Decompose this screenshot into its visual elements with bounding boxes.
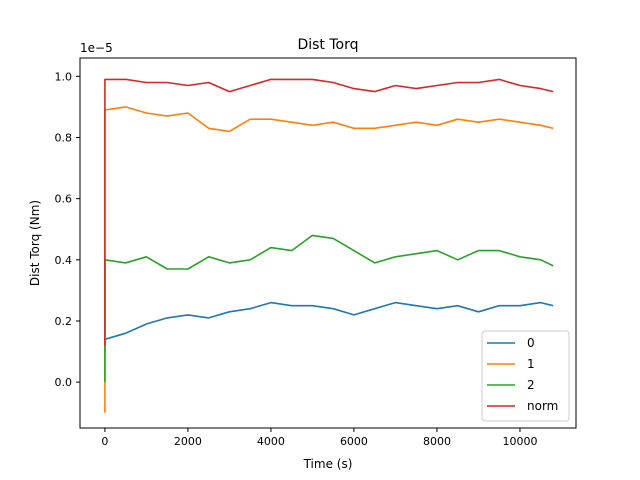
series-line-0 [104, 301, 554, 352]
x-tick-label: 6000 [340, 435, 368, 448]
series-line-2 [104, 234, 554, 383]
y-axis: 0.0 0.2 0.4 0.6 0.8 1.0 [55, 70, 80, 389]
legend: 0 1 2 norm [481, 330, 570, 422]
x-tick-label: 8000 [423, 435, 451, 448]
x-axis: 0 2000 4000 6000 8000 10000 [101, 428, 537, 448]
y-tick-label: 1.0 [55, 70, 73, 83]
x-tick-label: 4000 [257, 435, 285, 448]
legend-label-norm: norm [527, 399, 558, 413]
x-tick-label: 2000 [174, 435, 202, 448]
plot-lines [104, 78, 554, 413]
y-tick-label: 0.2 [55, 315, 73, 328]
y-offset-label: 1e−5 [80, 41, 113, 55]
x-tick-label: 10000 [502, 435, 537, 448]
y-tick-label: 0.4 [55, 254, 73, 267]
legend-label-0: 0 [527, 336, 535, 350]
x-tick-label: 0 [101, 435, 108, 448]
y-axis-label: Dist Torq (Nm) [28, 200, 42, 286]
legend-label-2: 2 [527, 378, 535, 392]
chart-title: Dist Torq [297, 37, 358, 53]
y-tick-label: 0.0 [55, 376, 73, 389]
legend-label-1: 1 [527, 357, 535, 371]
y-tick-label: 0.6 [55, 193, 73, 206]
series-line-norm [104, 78, 554, 346]
y-tick-label: 0.8 [55, 132, 73, 145]
x-axis-label: Time (s) [303, 457, 353, 471]
plot-frame [79, 57, 577, 429]
legend-box [481, 330, 570, 422]
series-line-1 [104, 106, 554, 413]
